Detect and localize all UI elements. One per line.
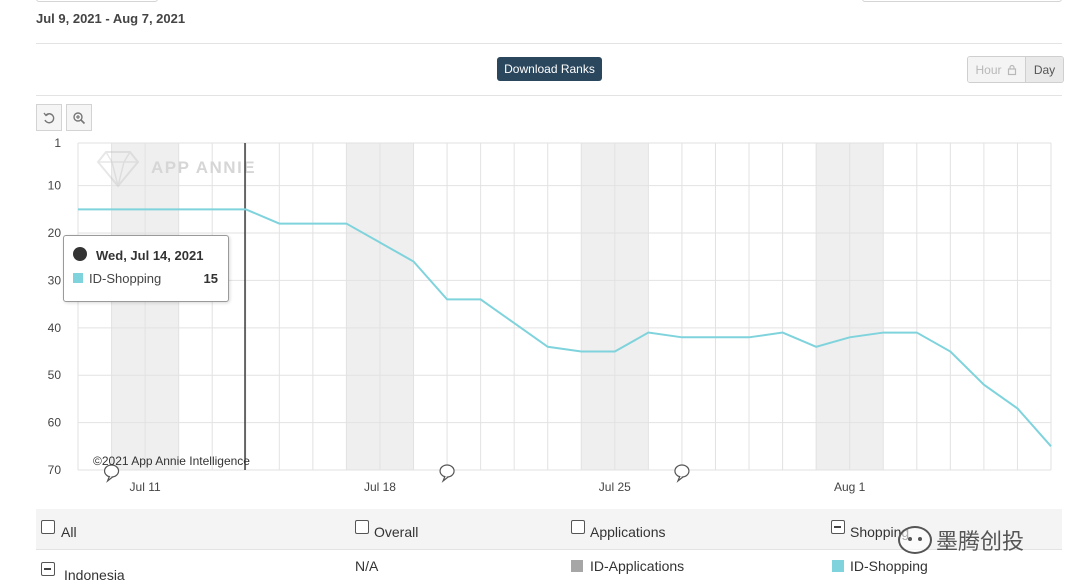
note-tail [441,475,449,483]
x-tick-label: Jul 25 [599,480,631,494]
legend-header-row: All Overall Applications Shopping [36,509,1062,549]
divider [36,95,1062,96]
note-tail [106,475,113,483]
y-axis-labels: 1 10 20 30 40 50 60 70 [48,136,62,477]
watermark-text: APP ANNIE [151,158,256,177]
tooltip-swatch [73,273,83,283]
note-bubble [439,464,455,478]
y-tick-label: 20 [48,226,62,240]
reset-zoom-button[interactable] [36,104,62,131]
legend-all-label: All [61,524,77,540]
x-axis-labels: Jul 11 Jul 18 Jul 25 Aug 1 [130,480,866,494]
chart-tooltip: Wed, Jul 14, 2021 ID-Shopping 15 [63,235,229,302]
y-tick-label: 50 [48,368,62,382]
checkbox-overall[interactable] [355,520,369,534]
zoom-in-icon [73,111,86,124]
tooltip-series: ID-Shopping [89,271,162,286]
y-tick-label: 40 [48,321,62,335]
weekend-bands [111,143,884,470]
legend-overall-label: Overall [374,524,419,540]
note-marker-icon [103,464,120,483]
undo-icon [43,112,55,123]
shopping-swatch [832,560,844,572]
applications-swatch [571,560,583,572]
download-ranks-button[interactable]: Download Ranks [497,57,602,81]
day-toggle[interactable]: Day [1026,57,1063,82]
note-marker-icon [439,464,455,483]
y-tick-label: 30 [48,273,62,287]
tooltip-value: 15 [203,271,218,286]
tooltip-date: Wed, Jul 14, 2021 [96,248,204,263]
series-lines [78,208,1052,447]
lock-icon [1007,64,1016,75]
chart-copyright: ©2021 App Annie Intelligence [93,454,250,468]
app-annie-watermark: APP ANNIE [96,151,256,188]
watermark-overlay-text: 墨腾创投 [936,530,1025,555]
divider [36,43,1062,44]
globe-icon [73,247,87,261]
y-tick-label: 70 [48,463,62,477]
x-tick-label: Jul 11 [130,480,161,494]
legend-country-row: Indonesia N/A ID-Applications ID-Shoppin… [36,549,1062,588]
hour-toggle[interactable]: Hour [968,57,1026,82]
legend-country: Indonesia [64,567,125,583]
series-line [78,208,1052,447]
chart-grid [77,142,1052,471]
date-range-label: Jul 9, 2021 - Aug 7, 2021 [36,11,186,26]
checkbox-applications[interactable] [571,520,585,534]
legend-applications-series[interactable]: ID-Applications [590,558,685,574]
note-bubble [674,464,690,478]
checkbox-shopping[interactable] [831,520,845,534]
legend-shopping-label: Shopping [850,524,910,540]
checkbox-indonesia[interactable] [41,562,55,576]
legend-shopping-series[interactable]: ID-Shopping [850,558,928,574]
wechat-watermark: 墨腾创投 [898,524,1024,556]
y-tick-label: 1 [54,136,61,150]
legend-overall-value: N/A [355,558,379,574]
note-marker-icon [674,464,690,483]
y-tick-label: 60 [48,416,62,430]
zoom-button[interactable] [66,104,92,131]
note-tail [676,475,684,483]
annotation-markers [103,464,690,483]
x-tick-label: Aug 1 [834,480,866,494]
y-tick-label: 10 [48,179,62,193]
x-tick-label: Jul 18 [364,480,396,494]
wechat-icon [898,526,932,554]
legend-applications-label: Applications [590,524,666,540]
checkbox-all[interactable] [41,520,55,534]
granularity-toggle: Hour Day [967,56,1064,83]
